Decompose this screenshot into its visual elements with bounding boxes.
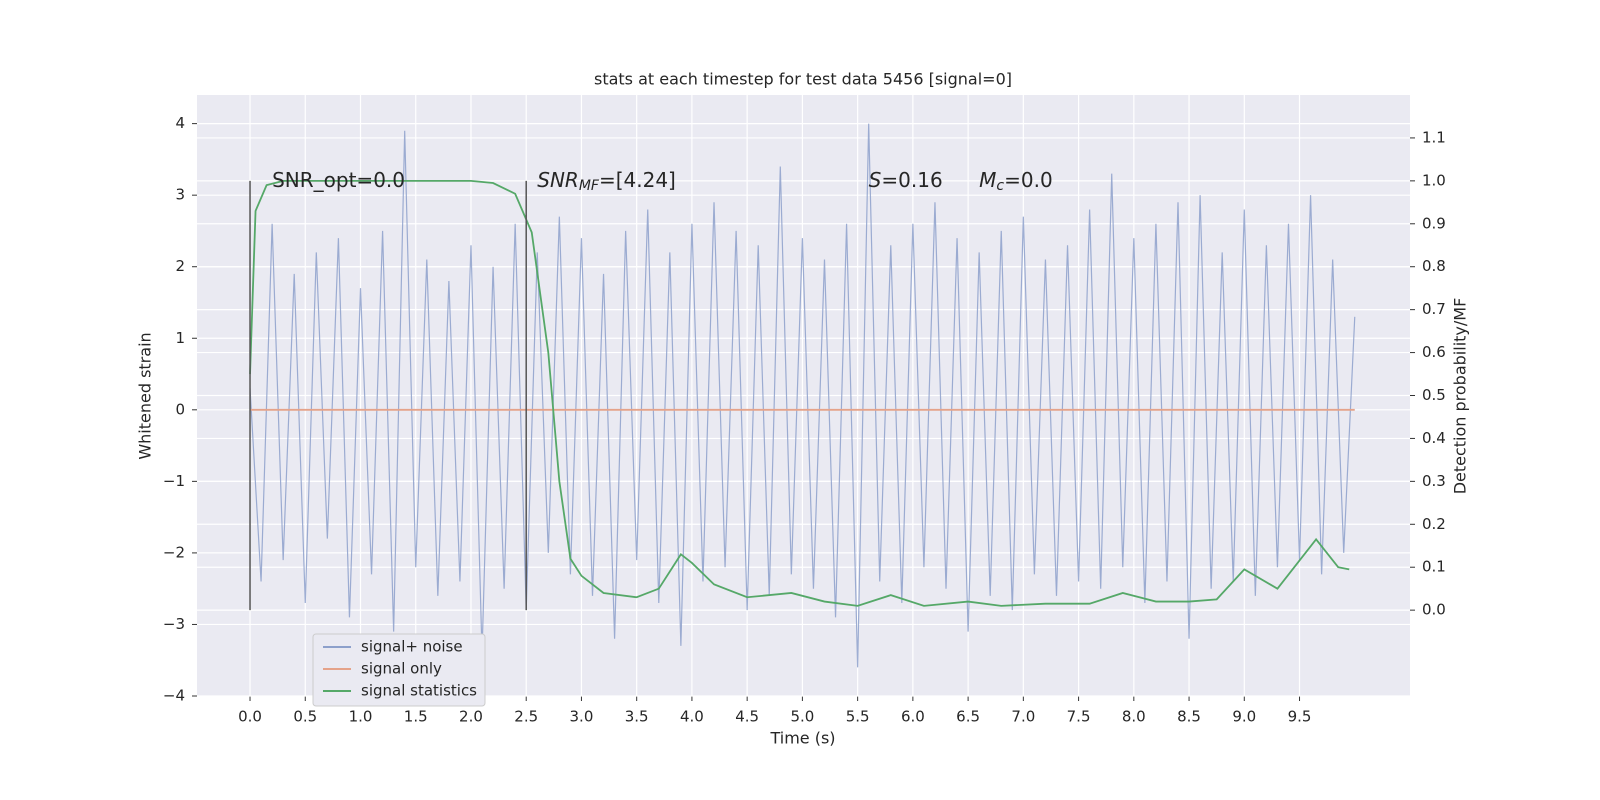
legend: signal+ noise signal only signal statistic… (312, 633, 486, 707)
annotation-text: SNR_opt=0.0 (272, 167, 405, 191)
x-tick-label: 7.0 (1011, 708, 1035, 726)
y2-tick-label: 0.3 (1422, 472, 1446, 490)
y2-tick-label: 0.5 (1422, 386, 1446, 404)
x-tick-label: 8.5 (1177, 708, 1201, 726)
x-tick-label: 8.0 (1122, 708, 1146, 726)
annotation: Mc=0.0 (979, 167, 1053, 194)
y2-tick-label: 0.7 (1422, 300, 1446, 318)
y-tick-label: −3 (163, 615, 185, 633)
x-tick-label: 1.5 (404, 708, 428, 726)
y2-axis-label: Detection probability/MF (1451, 298, 1470, 495)
y-tick-label: −2 (163, 543, 185, 561)
x-tick-label: 0.5 (293, 708, 317, 726)
y-tick-label: 3 (175, 186, 185, 204)
legend-box (312, 633, 486, 707)
y-tick-label: −4 (163, 687, 185, 705)
y2-tick-label: 1.0 (1422, 171, 1446, 189)
y-tick-label: −1 (163, 472, 185, 490)
annotation-subscript: MF (579, 178, 600, 194)
y-tick-label: 0 (175, 400, 185, 418)
y-tick-label: 2 (175, 257, 185, 275)
x-tick-label: 0.0 (238, 708, 262, 726)
y2-tick-label: 0.1 (1422, 558, 1446, 576)
x-tick-label: 4.5 (735, 708, 759, 726)
annotation-italic: M (979, 167, 996, 191)
x-tick-label: 7.5 (1067, 708, 1091, 726)
x-tick-label: 1.0 (349, 708, 373, 726)
x-tick-label: 3.5 (625, 708, 649, 726)
x-tick-label: 3.0 (570, 708, 594, 726)
legend-label: signal statistics (361, 682, 477, 700)
x-tick-label: 2.0 (459, 708, 483, 726)
x-tick-label: 5.0 (790, 708, 814, 726)
y-tick-label: 4 (175, 114, 185, 132)
annotation-text: =[4.24] (599, 167, 676, 191)
x-tick-label: 6.5 (956, 708, 980, 726)
y2-tick-label: 0.4 (1422, 429, 1446, 447)
x-tick-label: 6.0 (901, 708, 925, 726)
y-axis-label: Whitened strain (136, 332, 155, 459)
series-line (249, 179, 1350, 607)
x-tick-label: 5.5 (846, 708, 870, 726)
x-tick-label: 2.5 (514, 708, 538, 726)
annotation-text: =0.0 (1004, 167, 1053, 191)
annotation-italic: S (869, 167, 882, 191)
annotation-text: =0.16 (881, 167, 942, 191)
x-tick-label: 4.0 (680, 708, 704, 726)
y-tick-label: 1 (175, 329, 185, 347)
y2-tick-label: 1.1 (1422, 128, 1446, 146)
annotation: SNRMF=[4.24] (537, 167, 676, 194)
annotation: S=0.16 (869, 167, 943, 191)
y2-tick-label: 0.2 (1422, 515, 1446, 533)
series-line (249, 123, 1356, 668)
y2-tick-label: 0.6 (1422, 343, 1446, 361)
annotation-italic: SNR (537, 167, 579, 191)
annotation-subscript: c (996, 178, 1004, 194)
y2-tick-label: 0.9 (1422, 214, 1446, 232)
chart-title: stats at each timestep for test data 545… (594, 70, 1012, 89)
x-axis-label: Time (s) (769, 729, 835, 748)
x-tick-label: 9.5 (1288, 708, 1312, 726)
legend-label: signal+ noise (361, 638, 463, 656)
legend-label: signal only (361, 660, 442, 678)
y2-tick-label: 0.0 (1422, 601, 1446, 619)
annotation: SNR_opt=0.0 (272, 167, 405, 191)
y2-tick-label: 0.8 (1422, 257, 1446, 275)
x-tick-label: 9.0 (1232, 708, 1256, 726)
